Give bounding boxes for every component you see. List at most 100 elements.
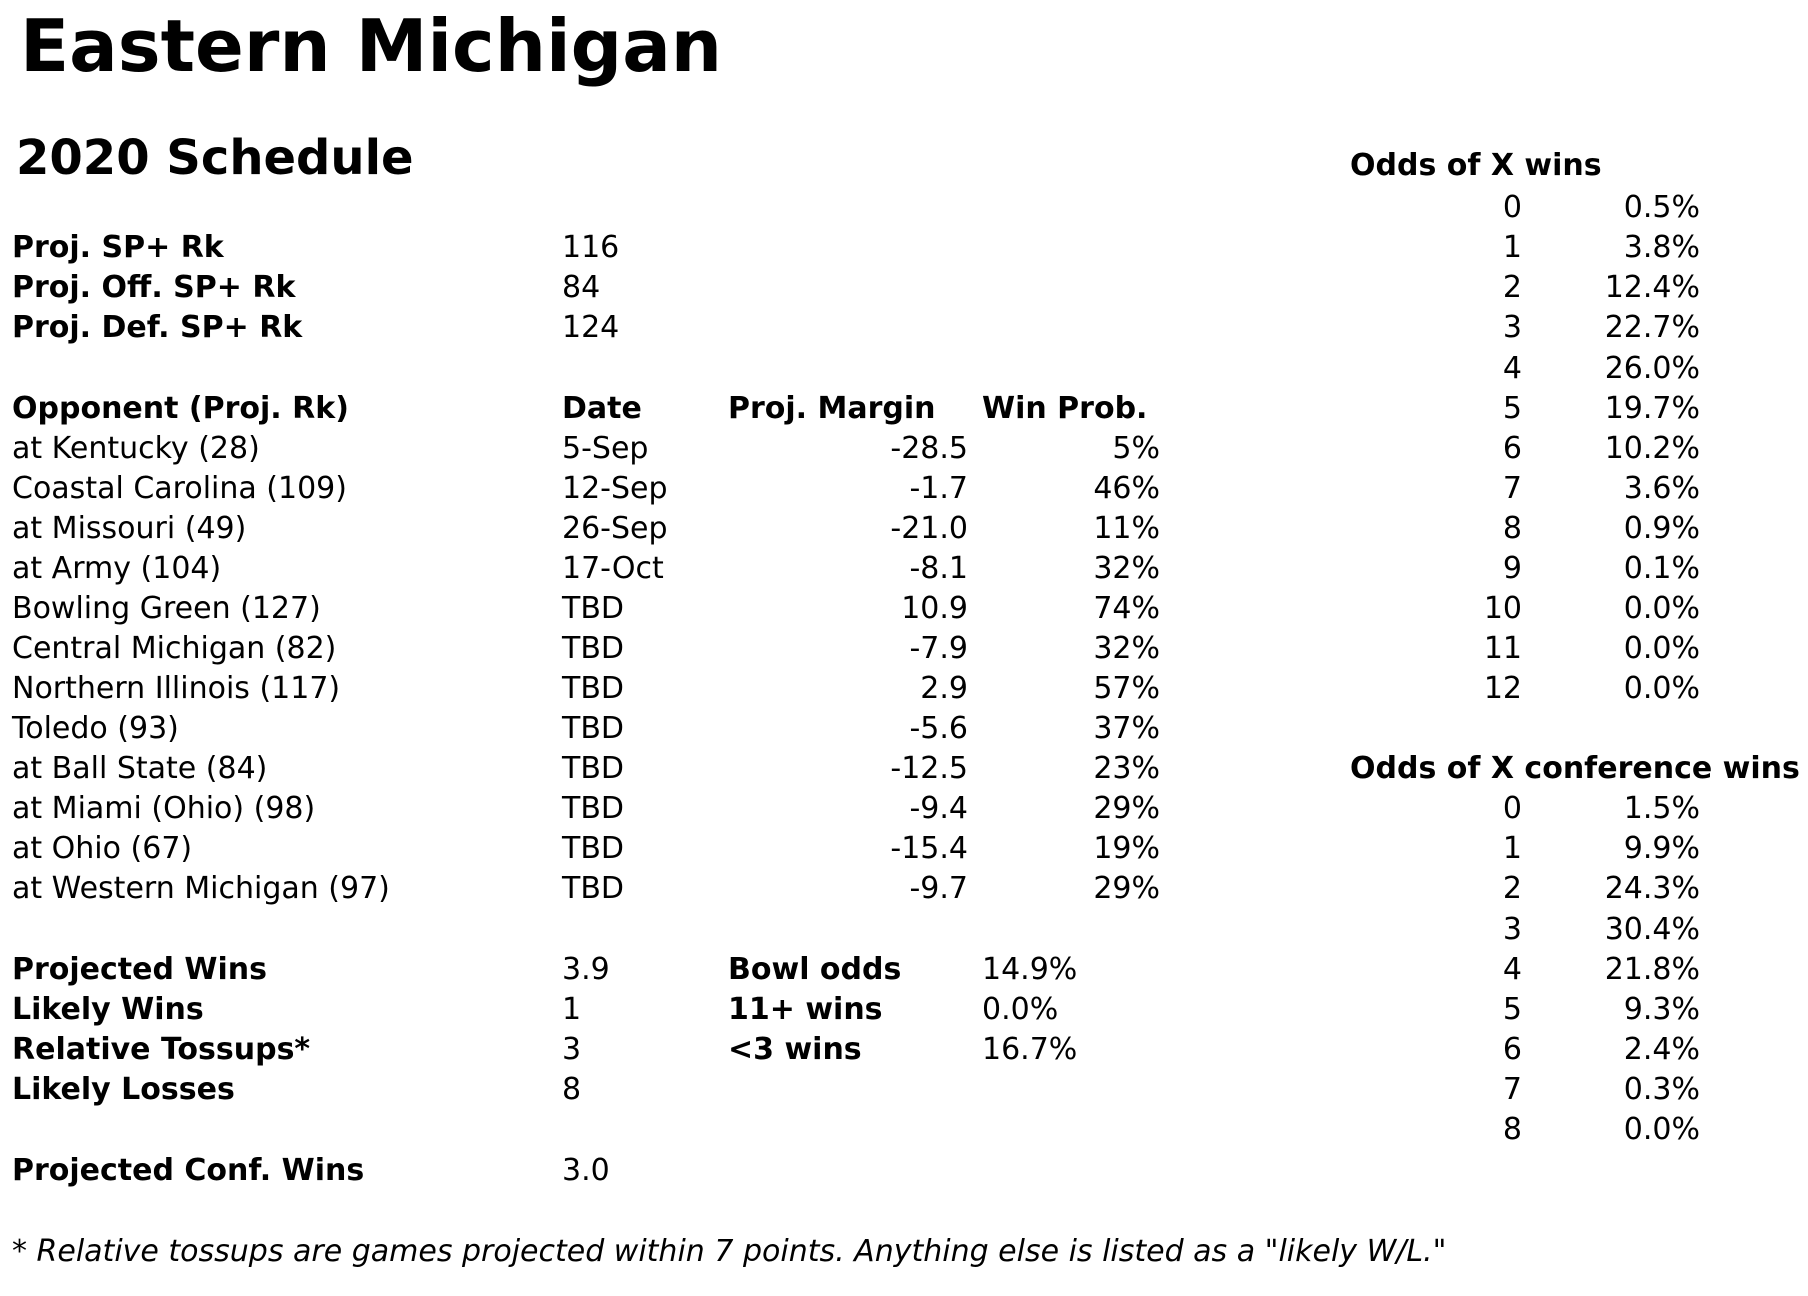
odds-wins-count: 9 xyxy=(1502,551,1522,586)
table-row: Toledo (93) TBD -5.6 37% xyxy=(0,709,1808,749)
table-row: at Ball State (84) TBD -12.5 23% xyxy=(0,749,1808,789)
winprob-cell: 57% xyxy=(1093,671,1160,706)
margin-cell: -21.0 xyxy=(890,511,968,546)
odds-conf-wins-count: 2 xyxy=(1502,871,1522,906)
date-cell: TBD xyxy=(562,711,625,746)
odds-wins-count: 5 xyxy=(1502,391,1522,426)
date-cell: TBD xyxy=(562,871,625,906)
date-cell: 26-Sep xyxy=(562,511,668,546)
winprob-cell: 11% xyxy=(1093,511,1160,546)
date-cell: 5-Sep xyxy=(562,431,649,466)
sp-rank-value: 116 xyxy=(562,230,620,265)
odds-wins-pct: 12.4% xyxy=(1604,270,1700,305)
winprob-cell: 29% xyxy=(1093,871,1160,906)
table-row: Northern Illinois (117) TBD 2.9 57% xyxy=(0,669,1808,709)
odds-conf-wins-pct: 1.5% xyxy=(1623,791,1700,826)
winprob-cell: 23% xyxy=(1093,751,1160,786)
date-cell: 12-Sep xyxy=(562,471,668,506)
opponent-cell: at Western Michigan (97) xyxy=(12,871,390,906)
relative-tossups-value: 3 xyxy=(562,1032,582,1067)
odds-conf-wins-pct: 9.9% xyxy=(1623,831,1700,866)
sp-rank-label: Proj. SP+ Rk xyxy=(12,230,224,265)
likely-losses-value: 8 xyxy=(562,1072,582,1107)
odds-wins-count: 12 xyxy=(1483,671,1522,706)
footnote: * Relative tossups are games projected w… xyxy=(12,1234,1447,1269)
margin-cell: -9.7 xyxy=(909,871,968,906)
odds-wins-pct: 10.2% xyxy=(1604,431,1700,466)
table-row: at Miami (Ohio) (98) TBD -9.4 29% xyxy=(0,789,1808,829)
under-three-wins-value: 16.7% xyxy=(982,1032,1078,1067)
bowl-odds-value: 14.9% xyxy=(982,952,1078,987)
likely-wins-label: Likely Wins xyxy=(12,992,204,1027)
likely-losses-label: Likely Losses xyxy=(12,1072,235,1107)
odds-conf-wins-count: 7 xyxy=(1502,1072,1522,1107)
opponent-header: Opponent (Proj. Rk) xyxy=(12,391,349,426)
margin-cell: -8.1 xyxy=(909,551,968,586)
schedule-subtitle: 2020 Schedule xyxy=(16,130,414,186)
odds-wins-pct: 3.8% xyxy=(1623,230,1700,265)
odds-wins-pct: 0.1% xyxy=(1623,551,1700,586)
date-cell: TBD xyxy=(562,631,625,666)
odds-conf-wins-count: 0 xyxy=(1502,791,1522,826)
table-row: at Western Michigan (97) TBD -9.7 29% xyxy=(0,869,1808,909)
projected-conf-wins-label: Projected Conf. Wins xyxy=(12,1153,365,1188)
odds-conf-wins-count: 8 xyxy=(1502,1112,1522,1147)
likely-wins-value: 1 xyxy=(562,992,582,1027)
under-three-wins-label: <3 wins xyxy=(728,1032,862,1067)
odds-conf-wins-count: 3 xyxy=(1502,912,1522,947)
eleven-plus-wins-label: 11+ wins xyxy=(728,992,883,1027)
odds-wins-count: 2 xyxy=(1502,270,1522,305)
table-row: at Army (104) 17-Oct -8.1 32% xyxy=(0,549,1808,589)
odds-conf-wins-pct: 0.0% xyxy=(1623,1112,1700,1147)
opponent-cell: at Kentucky (28) xyxy=(12,431,260,466)
odds-conf-wins-count: 1 xyxy=(1502,831,1522,866)
opponent-cell: at Ohio (67) xyxy=(12,831,193,866)
odds-wins-pct: 26.0% xyxy=(1604,351,1700,386)
off-sp-rank-label: Proj. Off. SP+ Rk xyxy=(12,270,296,305)
odds-conf-wins-pct: 9.3% xyxy=(1623,992,1700,1027)
odds-wins-pct: 22.7% xyxy=(1604,310,1700,345)
margin-cell: -15.4 xyxy=(890,831,968,866)
odds-wins-count: 6 xyxy=(1502,431,1522,466)
table-row: Bowling Green (127) TBD 10.9 74% xyxy=(0,589,1808,629)
table-row: at Ohio (67) TBD -15.4 19% xyxy=(0,829,1808,869)
winprob-cell: 5% xyxy=(1112,431,1160,466)
winprob-cell: 19% xyxy=(1093,831,1160,866)
date-cell: TBD xyxy=(562,831,625,866)
margin-cell: -1.7 xyxy=(909,471,968,506)
odds-conf-wins-pct: 30.4% xyxy=(1604,912,1700,947)
margin-header: Proj. Margin xyxy=(728,391,936,426)
bowl-odds-label: Bowl odds xyxy=(728,952,902,987)
winprob-cell: 74% xyxy=(1093,591,1160,626)
margin-cell: -28.5 xyxy=(890,431,968,466)
odds-wins-count: 1 xyxy=(1502,230,1522,265)
odds-conf-wins-title: Odds of X conference wins xyxy=(1350,751,1800,786)
page-title: Eastern Michigan xyxy=(20,4,723,88)
opponent-cell: Bowling Green (127) xyxy=(12,591,321,626)
winprob-cell: 32% xyxy=(1093,551,1160,586)
margin-cell: -9.4 xyxy=(909,791,968,826)
odds-wins-count: 0 xyxy=(1502,190,1522,225)
opponent-cell: Coastal Carolina (109) xyxy=(12,471,347,506)
opponent-cell: at Miami (Ohio) (98) xyxy=(12,791,316,826)
table-row: at Kentucky (28) 5-Sep -28.5 5% xyxy=(0,429,1808,469)
date-cell: 17-Oct xyxy=(562,551,664,586)
odds-wins-count: 7 xyxy=(1502,471,1522,506)
date-cell: TBD xyxy=(562,671,625,706)
odds-conf-wins-count: 6 xyxy=(1502,1032,1522,1067)
winprob-cell: 37% xyxy=(1093,711,1160,746)
margin-cell: 10.9 xyxy=(901,591,968,626)
off-sp-rank-value: 84 xyxy=(562,270,601,305)
def-sp-rank-value: 124 xyxy=(562,310,620,345)
table-row: Central Michigan (82) TBD -7.9 32% xyxy=(0,629,1808,669)
projected-wins-label: Projected Wins xyxy=(12,952,267,987)
margin-cell: -12.5 xyxy=(890,751,968,786)
date-cell: TBD xyxy=(562,751,625,786)
odds-wins-title: Odds of X wins xyxy=(1350,148,1602,183)
projected-wins-value: 3.9 xyxy=(562,952,610,987)
date-cell: TBD xyxy=(562,791,625,826)
odds-wins-pct: 0.5% xyxy=(1623,190,1700,225)
projected-conf-wins-value: 3.0 xyxy=(562,1153,610,1188)
odds-wins-pct: 0.0% xyxy=(1623,591,1700,626)
opponent-cell: at Ball State (84) xyxy=(12,751,268,786)
